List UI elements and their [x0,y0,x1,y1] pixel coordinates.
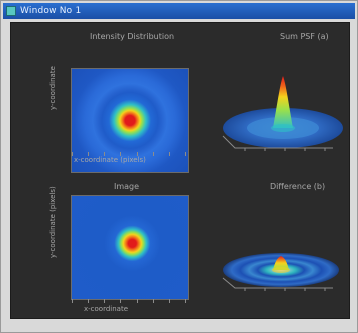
surface-plot-bottom[interactable] [215,218,345,308]
panel-title-top-right: Sum PSF (a) [280,32,329,41]
panel-xlabel-top-left: x-coordinate (pixels) [74,156,146,164]
panel-xlabel-bottom-left: x-coordinate [84,305,129,313]
window-icon[interactable] [6,6,16,16]
panel-title-bottom-left: Image [114,182,140,191]
window-title: Window No 1 [20,6,82,16]
surface-plot-top[interactable] [215,66,345,166]
figure-canvas: Intensity Distribution y-coordinate x-co… [10,22,350,319]
panel-ylabel-top-left: y-coordinate [49,66,57,110]
panel-ylabel-bottom-left: y-coordinate (pixels) [49,186,57,258]
panel-title-bottom-right: Difference (b) [270,182,326,191]
x-ticks-bottom-left [72,299,186,305]
image-panel[interactable] [71,195,189,300]
panel-title-top-left: Intensity Distribution [90,32,175,41]
title-bar[interactable]: Window No 1 [3,3,355,19]
x-ticks-top-left [72,152,186,158]
